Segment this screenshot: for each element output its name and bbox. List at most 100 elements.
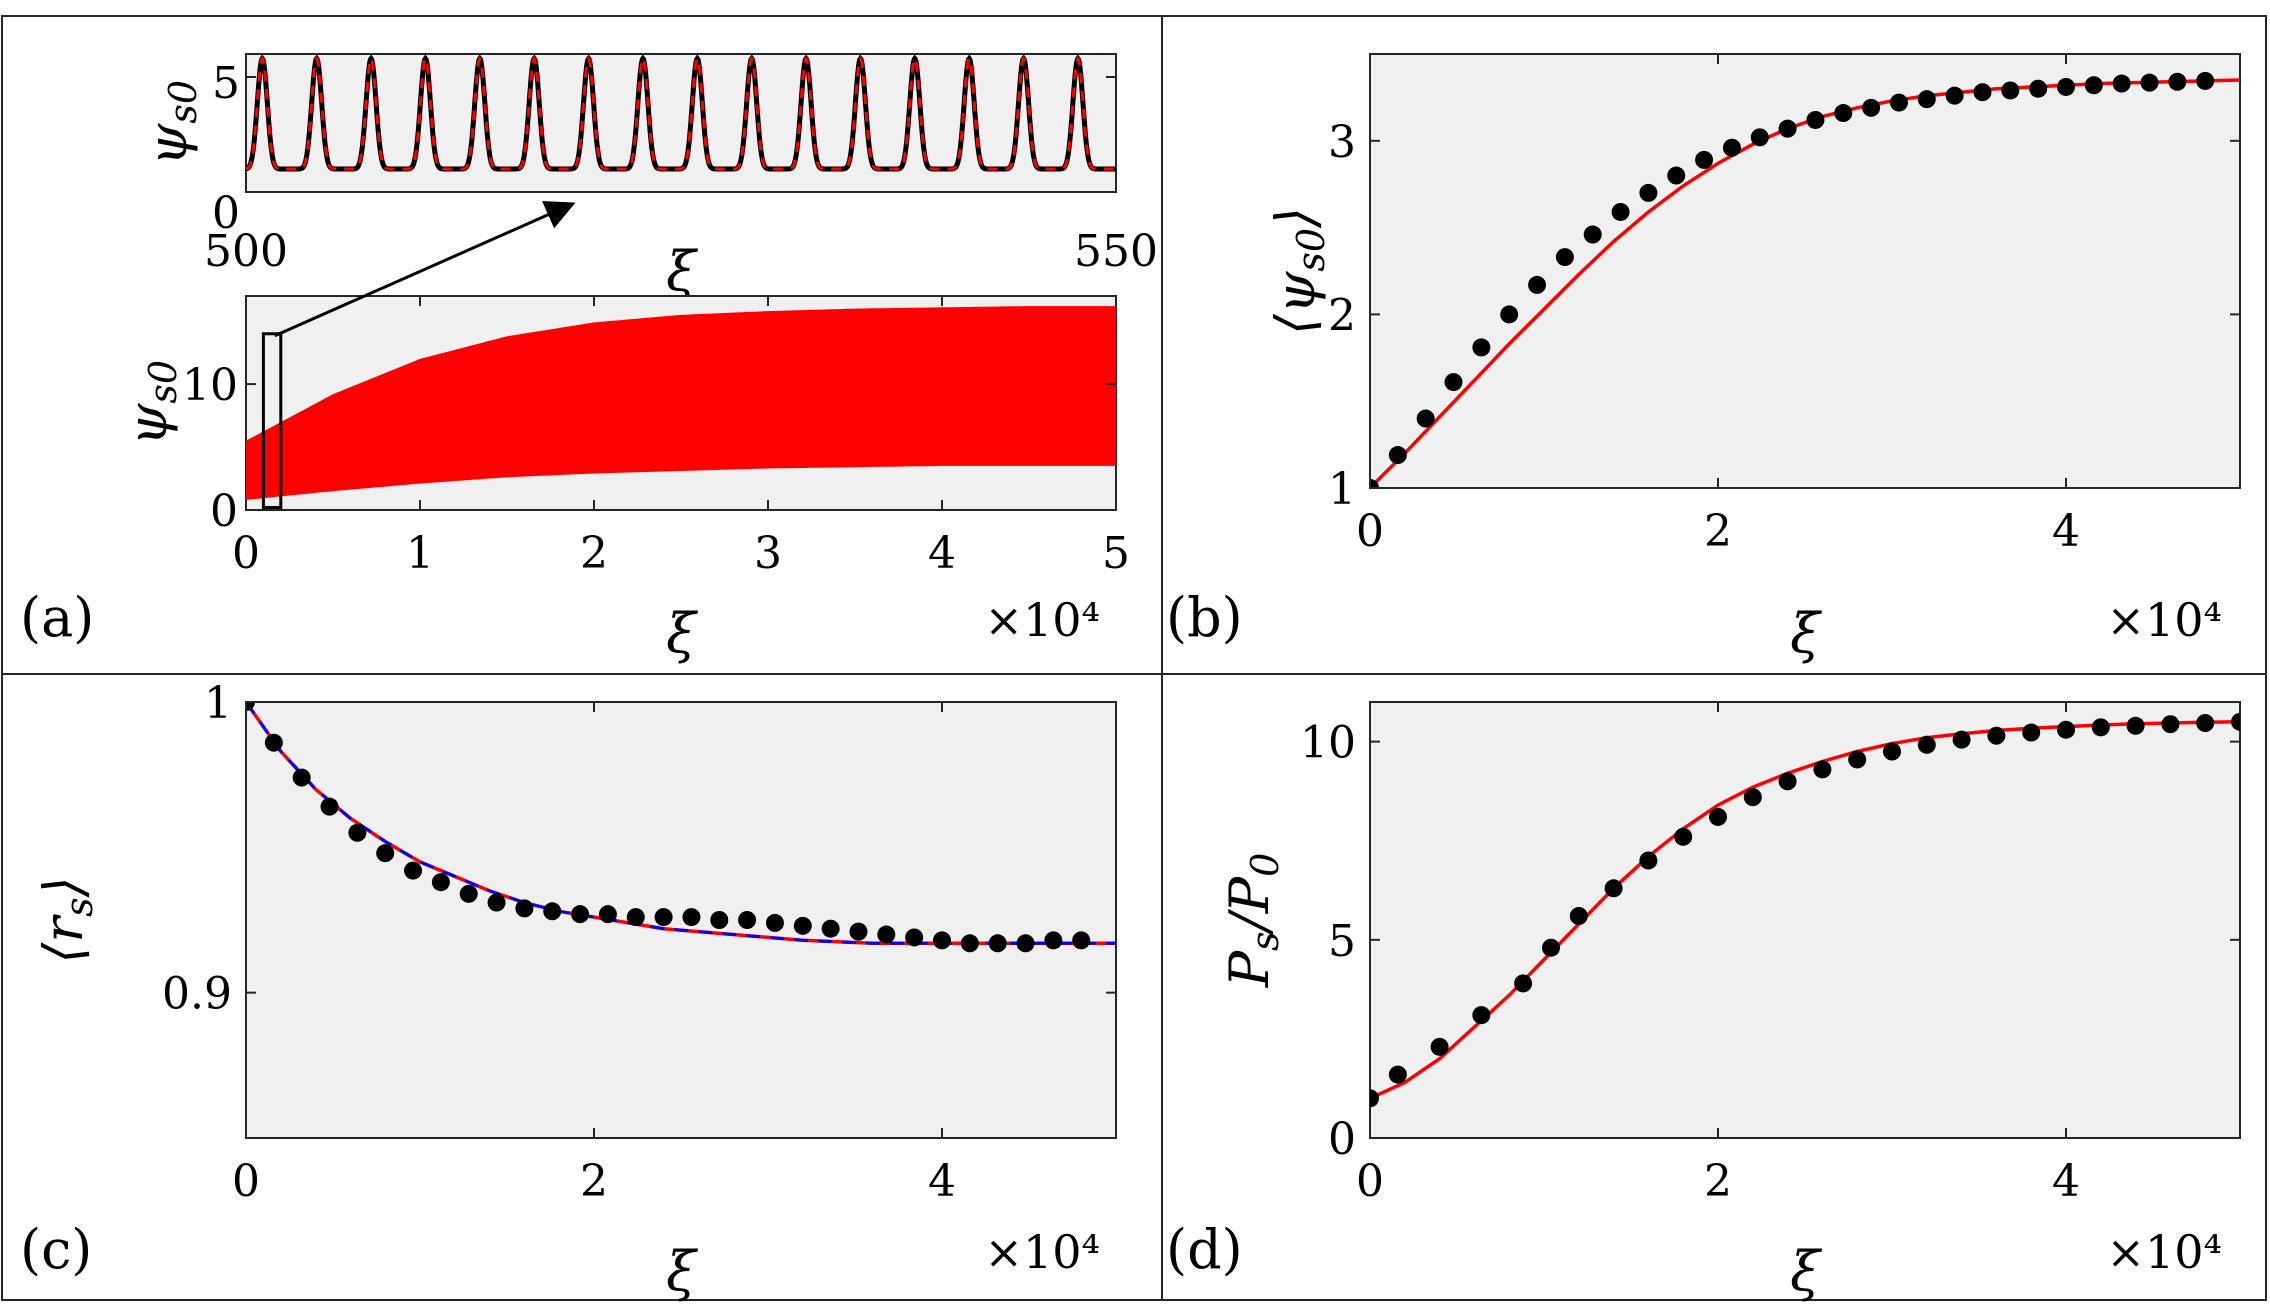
panel-d-data-point	[1917, 735, 1936, 754]
panel-b-data-point	[1806, 110, 1825, 129]
panel-d-xtick-label: 2	[1704, 1156, 1732, 1207]
panel-d-data-point	[1430, 1037, 1449, 1056]
panel-b-ylabel-sub: s0	[1289, 228, 1333, 272]
panel-d-data-point	[2091, 718, 2110, 737]
panel-c-data-point	[905, 928, 924, 947]
panel-b-data-point	[1973, 83, 1992, 102]
panel-b-data-point	[1444, 373, 1463, 392]
panel-b: 0 2 4 1 2 3 ξ ×10⁴ ⟨ψs0⟩ (b)	[1166, 53, 2241, 665]
panel-d-data-point	[1987, 726, 2006, 745]
inset-xtick-500: 500	[204, 226, 288, 277]
panel-b-axes	[1369, 53, 2241, 489]
panel-c-data-point	[738, 911, 757, 929]
panel-b-data-point	[1416, 409, 1435, 428]
panel-b-data-point	[2112, 74, 2131, 93]
inset-ytick-0: 0	[212, 188, 240, 239]
panel-d-xtick-label: 4	[2052, 1156, 2080, 1207]
panel-b-ytick-label: 3	[1328, 117, 1356, 168]
main-xtick-label: 5	[1102, 528, 1130, 579]
inset-xlabel: ξ	[666, 240, 698, 303]
panel-b-data-point	[1834, 104, 1853, 123]
panel-b-xlabel: ξ	[1790, 602, 1822, 665]
main-ylabel-sub: s0	[141, 360, 185, 404]
panel-d-data-point	[1813, 760, 1832, 779]
panel-c-data-point	[292, 768, 311, 787]
panel-b-x-multiplier: ×10⁴	[2106, 593, 2222, 647]
panel-b-ylabel-close: ⟩	[1264, 207, 1327, 229]
svg-text:ψs0: ψs0	[116, 360, 185, 446]
panel-d-data-point	[1541, 938, 1560, 957]
panel-b-data-point	[1472, 338, 1491, 357]
panel-c-ylabel: ⟨r	[32, 914, 95, 964]
panel-d-data-point	[1883, 742, 1901, 761]
main-xtick-label: 0	[232, 528, 260, 579]
panel-c-data-point	[348, 823, 367, 842]
panel-d-data-point	[1370, 1089, 1379, 1108]
panel-d-xtick-label: 0	[1356, 1156, 1384, 1207]
panel-c-data-point	[821, 919, 840, 938]
panel-d-ytick-label: 10	[1300, 718, 1356, 769]
main-xtick-label: 4	[928, 528, 956, 579]
panel-d-axes	[1369, 701, 2241, 1139]
panel-c-data-point	[246, 702, 255, 711]
panel-d-data-point	[1778, 772, 1797, 791]
panel-d-data-point	[1674, 827, 1693, 846]
panel-c-data-point	[877, 925, 896, 944]
inset-ylabel-sub: s0	[161, 80, 205, 124]
panel-d-data-point	[2022, 723, 2041, 742]
panel-d-data-point	[2126, 716, 2145, 735]
panel-d-data-point	[2231, 712, 2240, 731]
panel-b-data-point	[1370, 479, 1379, 488]
panel-d-data-point	[1604, 879, 1623, 898]
panel-d-data-point	[1639, 851, 1658, 870]
panel-d-data-point	[1514, 974, 1533, 993]
panel-d-data-point	[1848, 750, 1867, 769]
zoom-box	[261, 332, 283, 509]
panel-b-data-point	[1500, 305, 1519, 324]
panel-c-data-point	[459, 884, 478, 903]
inset-ytick-5: 5	[212, 58, 240, 109]
panel-c-data-point	[431, 873, 450, 892]
main-ytick-10: 10	[182, 360, 238, 411]
main-xtick-label: 2	[580, 528, 608, 579]
inset-xtick-550: 550	[1074, 226, 1158, 277]
panel-b-xtick-label: 0	[1356, 506, 1384, 557]
panel-a-inset: 5 0 500 550 ξ ψs0	[136, 53, 1158, 303]
panel-b-data-point	[1750, 128, 1769, 147]
panel-c-axes	[245, 701, 1117, 1139]
panel-b-data-point	[2001, 81, 2020, 100]
panel-b-data-point	[1889, 93, 1908, 112]
svg-text:ψs0: ψs0	[136, 80, 205, 166]
main-xlabel: ξ	[666, 602, 698, 665]
panel-c-data-point	[1044, 931, 1063, 950]
panel-b-data-point	[1862, 98, 1881, 117]
panel-c-xtick-label: 0	[232, 1156, 260, 1207]
panel-b-data-point	[1667, 166, 1686, 185]
panel-c-ylabel-sub: s	[57, 897, 101, 917]
svg-text:⟨ψs0⟩: ⟨ψs0⟩	[1264, 207, 1333, 335]
panel-c-xtick-label: 4	[928, 1156, 956, 1207]
figure-border	[1, 15, 2267, 1301]
panel-c-data-point	[654, 908, 673, 927]
panel-b-data-point	[2029, 79, 2048, 98]
panel-c-label: (c)	[20, 1218, 92, 1281]
panel-b-data-point	[1528, 275, 1547, 294]
panel-d-ylabel-sub2: 0	[1243, 853, 1287, 877]
panel-b-label: (b)	[1166, 586, 1243, 649]
panel-d-x-multiplier: ×10⁴	[2106, 1225, 2222, 1279]
main-ylabel: ψ	[116, 403, 179, 446]
panel-a-main: 0 1 2 3 4 5 10 0 ξ ×10⁴ ψs0	[116, 201, 1130, 665]
panel-c: 0 2 4 0.9 1 ξ ×10⁴ ⟨rs⟩ (c)	[20, 678, 1117, 1303]
panel-b-data-point	[1555, 248, 1574, 267]
panel-b-data-point	[2168, 72, 2187, 91]
svg-text:⟨rs⟩: ⟨rs⟩	[32, 876, 101, 963]
panel-d-data-point	[2196, 714, 2215, 733]
panel-c-data-point	[710, 911, 729, 929]
panel-c-xlabel: ξ	[666, 1240, 698, 1303]
panel-d-ytick-label: 0	[1328, 1114, 1356, 1165]
panel-b-ytick-label: 1	[1328, 464, 1356, 515]
panel-c-data-point	[765, 913, 784, 932]
panel-d-ytick-label: 5	[1328, 916, 1356, 967]
